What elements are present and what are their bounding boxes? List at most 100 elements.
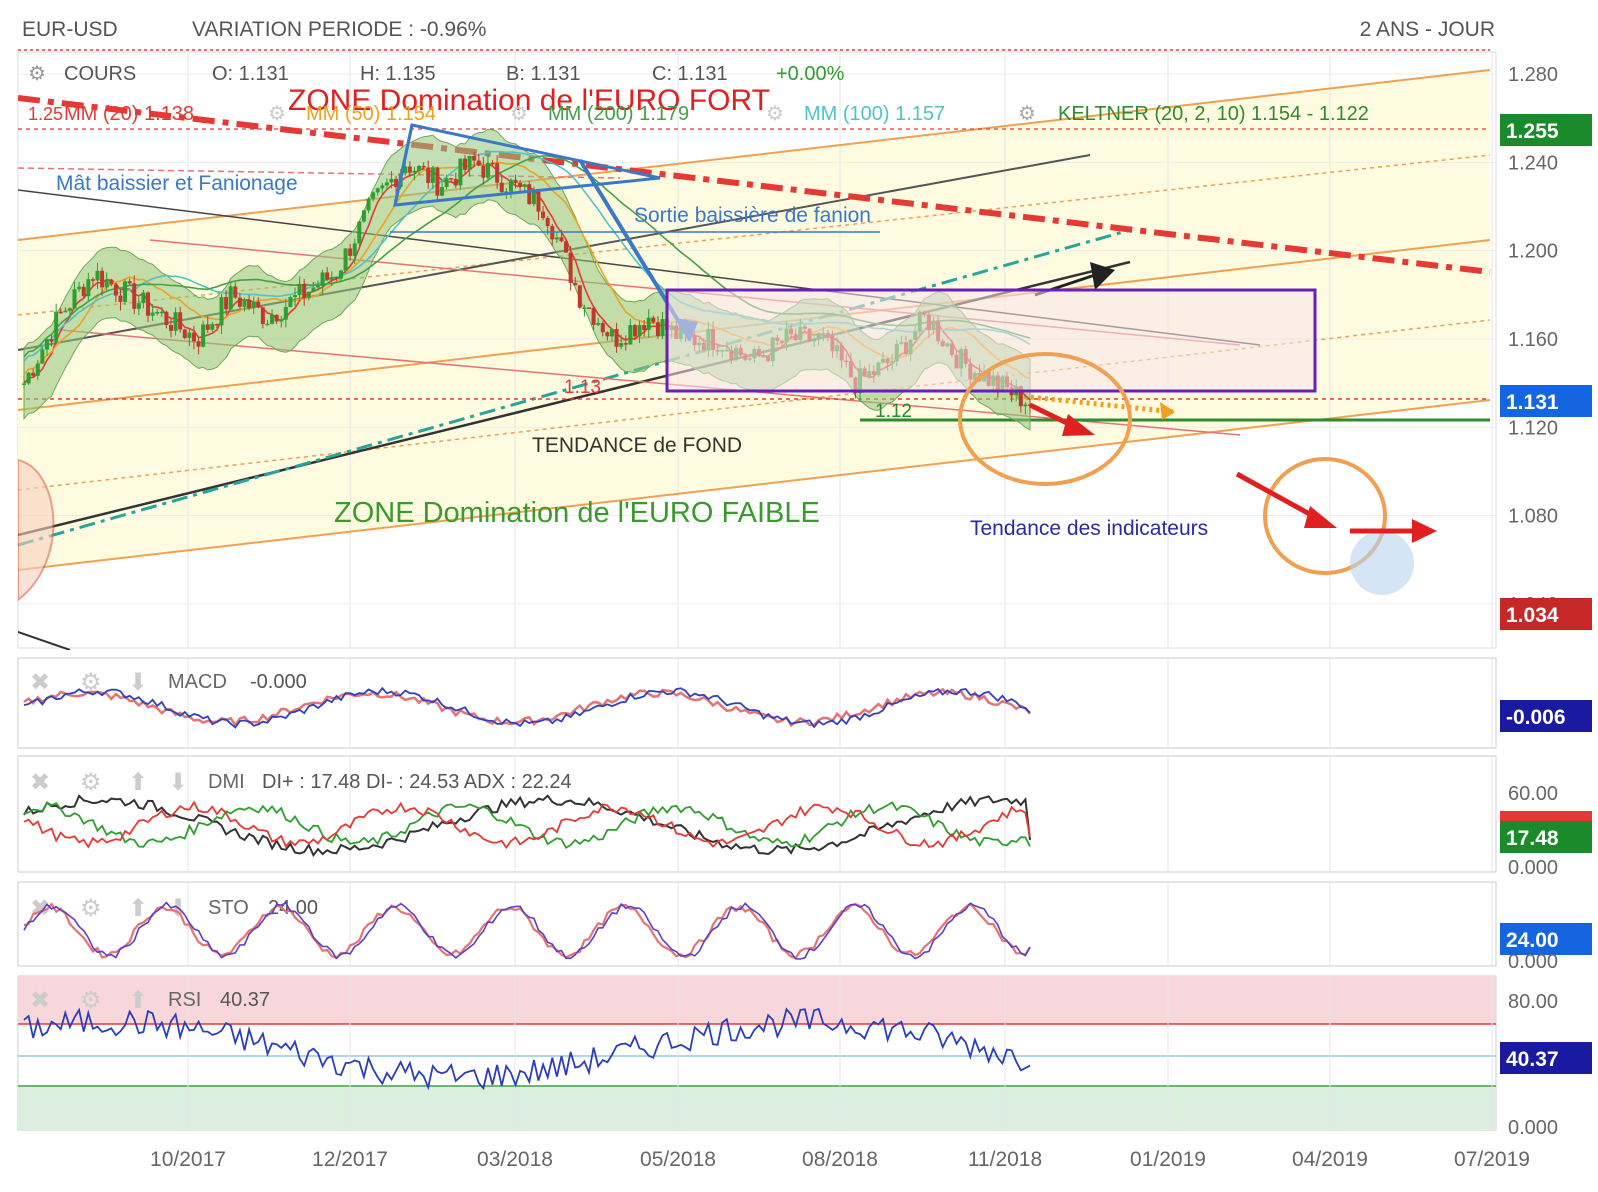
macd-badge-value: -0.006 — [1506, 706, 1566, 729]
candle-body — [334, 277, 339, 279]
mm100-legend[interactable]: MM (100) 1.157 — [804, 103, 945, 125]
candle-body — [394, 178, 399, 188]
candle-body — [637, 325, 642, 337]
rsi-lines — [23, 1007, 1031, 1091]
macd-lines — [23, 686, 1031, 729]
price-panel[interactable]: ZONE Domination de l'EURO FORT ZONE Domi… — [17, 51, 1497, 650]
candle-body — [1023, 404, 1028, 407]
rsi-panel[interactable]: ✖ ⚙ ⬆ RSI 40.37 40.37 — [17, 975, 1592, 1131]
candle-body — [109, 279, 114, 285]
level-113-label: 1.13 — [564, 377, 601, 398]
candle-body — [54, 311, 59, 342]
candle-body — [100, 270, 105, 288]
trend-arrowhead — [1090, 262, 1115, 290]
candle-body — [205, 324, 210, 330]
candle-body — [155, 312, 160, 314]
price-tick-3: 1.160 — [1508, 329, 1558, 351]
close-icon[interactable]: ✖ — [30, 769, 50, 796]
open-value: O: 1.131 — [212, 63, 289, 85]
candle-body — [384, 182, 389, 186]
dmi-badge — [1500, 821, 1592, 853]
gear-icon[interactable]: ⚙ — [766, 103, 784, 125]
gear-icon[interactable]: ⚙ — [28, 63, 46, 85]
arrow-down-icon[interactable]: ⬇ — [128, 669, 148, 696]
close-icon[interactable]: ✖ — [30, 895, 50, 922]
period-label[interactable]: 2 ANS - JOUR — [1360, 18, 1495, 41]
sto-d-line — [23, 902, 1031, 960]
dmi-panel[interactable]: ✖ ⚙ ⬆ ⬇ DMI DI+ : 17.48 DI- : 24.53 ADX … — [17, 755, 1592, 873]
candle-body — [150, 312, 155, 316]
arrow-up-icon[interactable]: ⬆ — [128, 987, 148, 1014]
candle-body — [426, 167, 431, 183]
x-axis: 10/2017 12/2017 03/2018 05/2018 08/2018 11/20… — [150, 1148, 1530, 1171]
candle-body — [31, 372, 36, 376]
price-tick-5: 1.080 — [1508, 506, 1558, 528]
candle-body — [329, 277, 334, 280]
candle-body — [123, 281, 128, 302]
candle-body — [531, 191, 536, 205]
candle-body — [421, 166, 426, 168]
candle-body — [375, 188, 380, 193]
dmi-tick-60: 60.00 — [1508, 783, 1558, 805]
candle-body — [178, 312, 183, 330]
candle-body — [485, 162, 490, 178]
mat-label: Mât baissier et Fanionage — [56, 172, 298, 195]
gear-icon[interactable]: ⚙ — [80, 769, 102, 796]
candle-body — [472, 155, 477, 161]
candle-body — [297, 283, 302, 296]
gear-icon[interactable]: ⚙ — [268, 103, 286, 125]
mm50-legend[interactable]: MM (50) 1.154 — [306, 103, 436, 125]
rsi-badge — [1500, 1042, 1592, 1074]
mm200-legend[interactable]: MM (200) 1.179 — [548, 103, 689, 125]
mm20-legend[interactable]: MM (20) 1.138 — [64, 103, 194, 125]
candle-body — [609, 329, 614, 337]
x-tick-6: 01/2019 — [1130, 1148, 1206, 1171]
arrow-up-icon[interactable]: ⬆ — [128, 769, 148, 796]
orange-circle-2 — [1263, 457, 1387, 575]
close-value: C: 1.131 — [652, 63, 728, 85]
candle-body — [499, 182, 504, 193]
gear-icon[interactable]: ⚙ — [80, 669, 102, 696]
candle-body — [81, 286, 86, 297]
price-tick-4: 1.120 — [1508, 417, 1558, 439]
candle-body — [407, 166, 412, 173]
adx-line — [23, 794, 1031, 858]
gear-icon[interactable]: ⚙ — [80, 987, 102, 1014]
gear-icon[interactable]: ⚙ — [510, 103, 528, 125]
arrow-up-icon[interactable]: ⬆ — [128, 895, 148, 922]
candle-body — [559, 237, 564, 242]
close-icon[interactable]: ✖ — [30, 669, 50, 696]
keltner-legend[interactable]: KELTNER (20, 2, 10) 1.154 - 1.122 — [1058, 103, 1369, 125]
channel-line-2 — [18, 154, 1491, 316]
candle-body — [655, 322, 660, 336]
level-125-label: 1.25 — [28, 104, 63, 124]
candle-body — [348, 248, 353, 256]
candle-body — [325, 272, 330, 280]
gear-icon[interactable]: ⚙ — [80, 895, 102, 922]
candle-body — [320, 272, 325, 286]
candle-body — [72, 289, 77, 309]
tendance-fond-label: TENDANCE de FOND — [532, 434, 742, 457]
gear-icon[interactable]: ⚙ — [1018, 103, 1036, 125]
arrow-down-icon[interactable]: ⬇ — [168, 769, 188, 796]
candle-body — [251, 301, 256, 309]
candle-body — [412, 170, 417, 173]
sto-panel[interactable]: ✖ ⚙ ⬆ ⬇ STO 24.00 24.00 — [17, 881, 1592, 967]
macd-panel[interactable]: ✖ ⚙ ⬇ MACD -0.000 -0.006 — [17, 657, 1592, 749]
sto-value: 24.00 — [268, 897, 318, 919]
sto-tick-0: 0.000 — [1508, 951, 1558, 973]
x-tick-1: 12/2017 — [312, 1148, 388, 1171]
price-badge-current: 1.131 — [1500, 385, 1592, 417]
candle-body — [513, 179, 518, 183]
sto-badge — [1500, 923, 1592, 955]
candle-body — [274, 314, 279, 322]
candle-body — [63, 310, 68, 313]
candle-body — [554, 237, 559, 240]
close-icon[interactable]: ✖ — [30, 987, 50, 1014]
candle-body — [453, 179, 458, 186]
dmi-lines — [23, 794, 1031, 858]
candle-body — [237, 297, 242, 307]
sortie-label: Sortie baissière de fanion — [634, 204, 871, 227]
